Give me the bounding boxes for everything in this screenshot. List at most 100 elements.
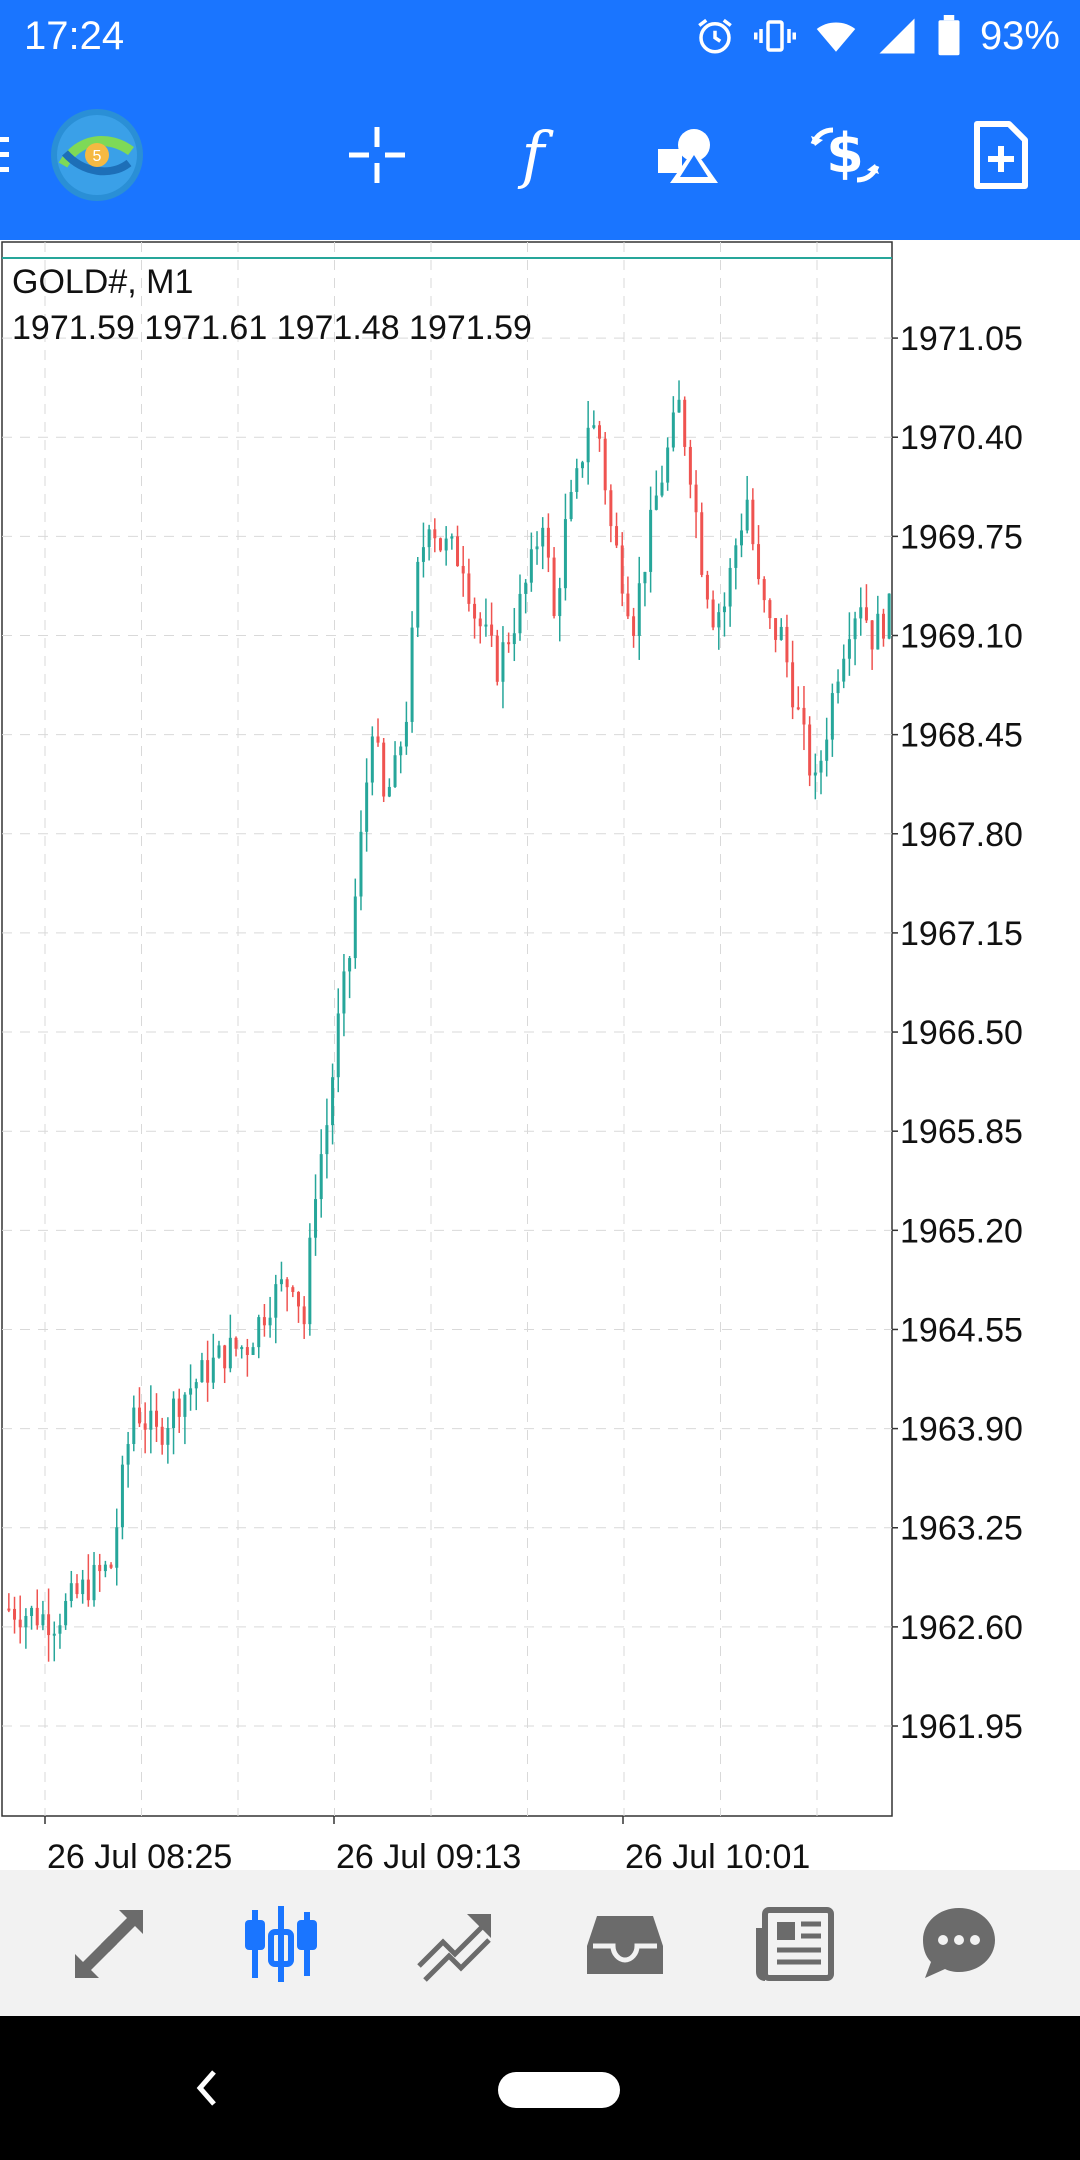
crosshair-icon[interactable] <box>322 100 432 210</box>
candle-body <box>524 582 528 594</box>
candle-body <box>501 642 505 682</box>
candle-body <box>660 482 664 496</box>
candle-body <box>870 620 874 650</box>
app-toolbar: 5 f $ <box>0 72 1080 240</box>
time-label: 26 Jul 09:13 <box>336 1838 521 1870</box>
history-icon[interactable] <box>570 1894 680 1994</box>
new-order-icon[interactable] <box>946 100 1056 210</box>
candle-body <box>438 538 442 551</box>
candle-body <box>217 1345 221 1358</box>
candle-body <box>484 624 488 627</box>
candle-body <box>319 1154 323 1200</box>
candle-body <box>98 1564 102 1572</box>
candle-body <box>160 1426 164 1445</box>
chat-icon[interactable] <box>904 1894 1014 1994</box>
candle-body <box>302 1306 306 1325</box>
app-logo[interactable]: 5 <box>42 100 152 210</box>
candle-body <box>353 896 357 959</box>
candle-body <box>762 579 766 601</box>
candle-body <box>490 624 494 636</box>
candle-body <box>649 509 653 572</box>
candle-body <box>847 639 851 659</box>
candle-body <box>683 399 687 447</box>
home-pill[interactable] <box>498 2072 620 2108</box>
candle-body <box>802 707 806 725</box>
chart-canvas[interactable]: 1971.05 1970.40 1969.75 1969.10 1968.45 1967.… <box>0 240 1080 1870</box>
candle-body <box>52 1633 56 1636</box>
candle-body <box>296 1291 300 1307</box>
trade-nav-icon[interactable] <box>398 1894 508 1994</box>
candle-body <box>666 447 670 483</box>
news-icon[interactable] <box>742 1894 852 1994</box>
candle-body <box>694 484 698 513</box>
candle-body <box>120 1464 124 1528</box>
candle-body <box>529 549 533 583</box>
candle-body <box>126 1444 130 1465</box>
candle-body <box>603 438 607 491</box>
candle-body <box>279 1279 283 1285</box>
quotes-icon[interactable] <box>54 1894 164 1994</box>
trade-icon[interactable]: $ <box>790 100 900 210</box>
candle-body <box>331 1077 335 1126</box>
candle-body <box>308 1237 312 1325</box>
candle-body <box>262 1317 266 1326</box>
candle-body <box>348 958 352 972</box>
candle-body <box>507 642 511 645</box>
candle-body <box>558 588 562 617</box>
candle-body <box>81 1579 85 1595</box>
candle-body <box>495 635 499 682</box>
candle-body <box>632 616 636 636</box>
candle-body <box>103 1564 107 1572</box>
candle-body <box>370 736 374 783</box>
candle-body <box>637 583 641 636</box>
menu-icon[interactable] <box>0 100 34 210</box>
candle-body <box>688 446 692 485</box>
candle-body <box>626 593 630 617</box>
price-chart[interactable]: 1971.05 1970.40 1969.75 1969.10 1968.45 1967.… <box>0 240 1080 1870</box>
status-bar: 17:24 93% <box>0 0 1080 72</box>
candle-body <box>200 1360 204 1383</box>
indicator-icon[interactable]: f <box>478 100 588 210</box>
candle-body <box>245 1347 249 1355</box>
chart-icon[interactable] <box>226 1894 336 1994</box>
candle-body <box>137 1407 141 1424</box>
candle-body <box>393 755 397 787</box>
price-tick-label: 1970.40 <box>900 419 1023 457</box>
candle-body <box>700 512 704 575</box>
candle-body <box>592 425 596 428</box>
candle-body <box>166 1428 170 1445</box>
candle-body <box>825 739 829 761</box>
back-icon[interactable] <box>192 2064 222 2112</box>
candle-body <box>791 662 795 708</box>
candle-body <box>808 724 812 776</box>
price-tick-label: 1963.90 <box>900 1411 1023 1449</box>
candle-body <box>172 1398 176 1429</box>
candle-body <box>177 1398 181 1417</box>
candle-body <box>859 607 863 619</box>
candle-body <box>473 603 477 619</box>
candle-body <box>109 1564 113 1568</box>
candle-body <box>876 613 880 650</box>
candle-body <box>47 1614 51 1636</box>
candle-body <box>382 742 386 797</box>
candle-body <box>35 1607 39 1626</box>
objects-icon[interactable] <box>634 100 744 210</box>
candle-body <box>586 427 590 463</box>
candle-body <box>546 527 550 558</box>
candle-body <box>410 627 414 722</box>
candle-body <box>751 499 755 545</box>
candle-body <box>620 545 624 594</box>
candle-body <box>86 1579 90 1601</box>
candle-body <box>58 1625 62 1634</box>
candle-body <box>654 495 658 510</box>
candle-body <box>132 1407 136 1445</box>
candle-body <box>745 499 749 531</box>
candle-body <box>30 1607 34 1616</box>
candle-body <box>314 1199 318 1238</box>
candle-body <box>757 544 761 580</box>
status-time: 17:24 <box>24 14 125 58</box>
candle-body <box>336 1013 340 1078</box>
candle-body <box>257 1317 261 1348</box>
candle-body <box>444 538 448 551</box>
candle-body <box>427 529 431 548</box>
